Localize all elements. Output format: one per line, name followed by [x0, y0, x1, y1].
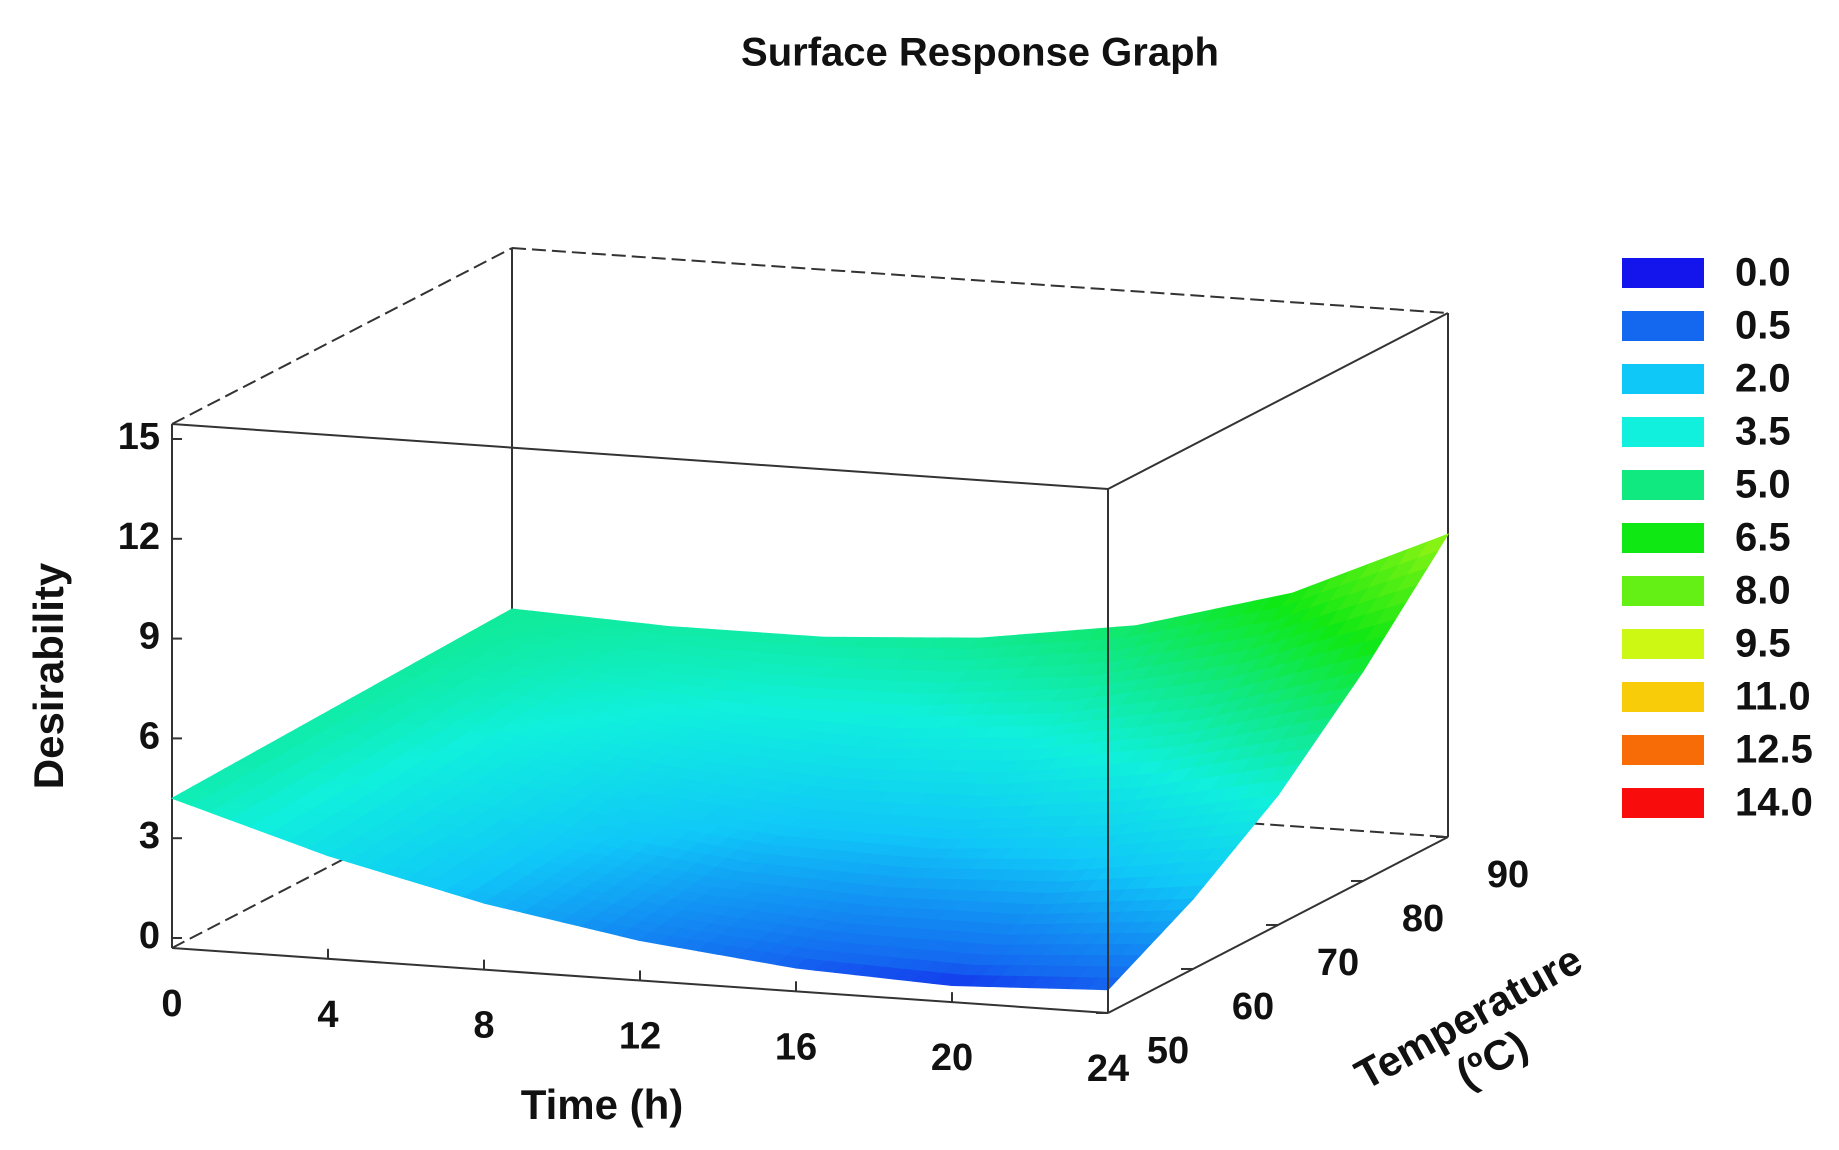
chart-title: Surface Response Graph [741, 31, 1219, 75]
surface-cell [170, 750, 415, 857]
y-tick-label: 90 [1487, 854, 1529, 896]
surface-patch [1087, 977, 1120, 991]
x-tick-label: 20 [931, 1037, 973, 1079]
surface-cell [482, 848, 727, 942]
surface-cell [652, 714, 897, 810]
surface-cell [964, 706, 1209, 821]
y-tick-label: 70 [1317, 942, 1359, 984]
surface-cell [879, 813, 1124, 906]
z-tick-label: 15 [118, 416, 160, 458]
z-tick-label: 12 [118, 516, 160, 558]
surface-cell [411, 750, 656, 850]
surface-cell [950, 898, 1195, 991]
legend-label: 11.0 [1735, 675, 1811, 719]
surface-cell [255, 703, 500, 806]
legend-swatch [1622, 258, 1704, 288]
legend-swatch [1622, 470, 1704, 500]
y-tick-label: 80 [1402, 898, 1444, 940]
legend-swatch [1622, 523, 1704, 553]
x-tick-label: 12 [619, 1016, 661, 1058]
legend-label: 6.5 [1735, 516, 1791, 560]
surface-cell [326, 804, 571, 904]
surface-cell [340, 655, 585, 752]
surface-cell [1035, 794, 1280, 906]
legend-label: 12.5 [1735, 728, 1813, 772]
y-tick-label: 50 [1147, 1030, 1189, 1072]
z-axis-label: Desirability [25, 562, 72, 789]
x-axis-label: Time (h) [521, 1081, 684, 1128]
surface [170, 533, 1450, 991]
surface-cell [794, 896, 1039, 987]
legend-swatch [1622, 364, 1704, 394]
surface-cell [893, 625, 1138, 730]
legend-swatch [1622, 576, 1704, 606]
legend-label: 2.0 [1735, 357, 1791, 401]
legend-swatch [1622, 417, 1704, 447]
box-edge [171, 423, 1109, 491]
legend-label: 3.5 [1735, 410, 1791, 454]
legend-label: 0.5 [1735, 304, 1791, 348]
z-tick-label: 9 [139, 616, 160, 658]
box-edge [511, 247, 1449, 315]
surface-cell [581, 625, 826, 716]
box-edge [1107, 312, 1449, 490]
x-tick-label: 0 [161, 983, 182, 1025]
z-tick-label: 3 [139, 815, 160, 857]
legend-swatch [1622, 682, 1704, 712]
box-edge [171, 247, 513, 425]
legend-swatch [1622, 788, 1704, 818]
y-axis-label: Temperature (ºC) [1347, 936, 1590, 1099]
legend-label: 14.0 [1735, 781, 1813, 825]
x-tick-label: 24 [1087, 1048, 1129, 1090]
surface-cell [1120, 670, 1365, 815]
x-tick-label: 8 [473, 1005, 494, 1047]
x-tick-label: 16 [775, 1026, 817, 1068]
surface-cell [638, 879, 883, 969]
legend-label: 0.0 [1735, 251, 1791, 295]
legend: 0.0 0.5 2.0 3.5 5.0 6.5 8.0 9.5 11.0 12.5 14.0 [1622, 251, 1813, 825]
surface-cell [1049, 592, 1294, 727]
surface-cell [1205, 533, 1450, 708]
legend-swatch [1622, 735, 1704, 765]
surface-cell [737, 636, 982, 730]
x-tick-label: 4 [317, 994, 338, 1036]
legend-swatch [1622, 311, 1704, 341]
box-front: 0 3 6 9 12 15 0 4 8 12 16 20 24 50 60 70 80 90 [118, 312, 1529, 1090]
legend-label: 5.0 [1735, 463, 1791, 507]
legend-label: 9.5 [1735, 622, 1791, 666]
surface-cell [723, 808, 968, 898]
legend-label: 8.0 [1735, 569, 1791, 613]
y-tick-label: 60 [1232, 986, 1274, 1028]
z-tick-label: 0 [139, 915, 160, 957]
z-tick-label: 6 [139, 715, 160, 757]
legend-swatch [1622, 629, 1704, 659]
surface-cell [808, 725, 1053, 821]
